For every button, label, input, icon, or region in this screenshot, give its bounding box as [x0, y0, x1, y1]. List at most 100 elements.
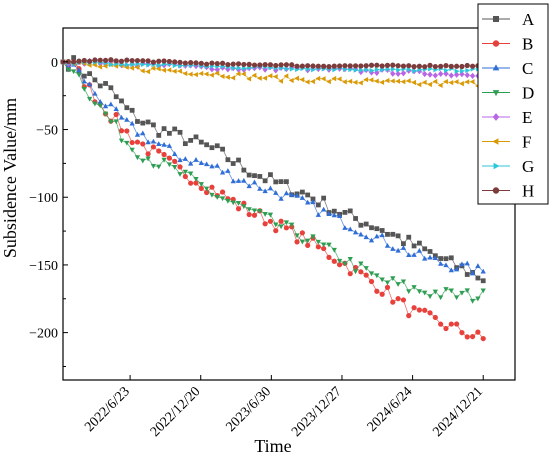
data-point: [76, 67, 82, 73]
data-point: [113, 119, 119, 125]
data-point: [150, 59, 157, 65]
data-point: [166, 67, 172, 73]
data-point: [81, 73, 87, 79]
data-point: [124, 62, 130, 68]
data-point: [299, 189, 305, 195]
data-point: [177, 172, 183, 177]
data-point: [203, 186, 210, 192]
data-point: [411, 285, 417, 290]
data-point: [422, 64, 428, 70]
data-point: [416, 82, 422, 88]
data-point: [214, 143, 220, 149]
data-point: [236, 157, 241, 163]
data-point: [294, 233, 300, 239]
data-point: [102, 103, 109, 109]
data-point: [278, 224, 284, 230]
y-tick-label: 0: [51, 56, 58, 71]
data-point: [262, 75, 268, 81]
data-point: [336, 262, 343, 268]
data-point: [172, 151, 178, 156]
data-point: [150, 138, 157, 144]
data-point: [475, 296, 481, 302]
data-point: [321, 245, 327, 252]
data-point: [464, 62, 470, 69]
data-point: [188, 60, 194, 66]
data-point: [384, 284, 391, 290]
data-point: [416, 247, 423, 253]
data-point: [177, 68, 182, 74]
data-point: [108, 57, 114, 63]
data-point: [278, 179, 284, 185]
legend-label: H: [522, 182, 534, 201]
data-point: [257, 185, 263, 191]
data-point: [182, 169, 188, 175]
data-point: [209, 192, 215, 198]
data-point: [231, 65, 237, 71]
data-point: [251, 179, 258, 185]
data-point: [156, 58, 162, 64]
data-point: [273, 222, 279, 228]
data-point: [256, 75, 262, 81]
data-point: [459, 81, 464, 87]
data-point: [71, 55, 77, 60]
data-point: [198, 160, 204, 165]
data-point: [219, 169, 226, 175]
data-point: [92, 62, 97, 68]
data-point: [235, 61, 242, 67]
data-point: [235, 206, 242, 212]
data-point: [469, 63, 476, 69]
data-point: [326, 79, 331, 85]
data-point: [438, 321, 444, 327]
data-point: [469, 72, 476, 79]
data-point: [284, 66, 290, 72]
data-point: [246, 207, 252, 213]
data-point: [193, 157, 199, 162]
data-point: [209, 72, 214, 78]
legend-item-B: B: [482, 35, 533, 54]
data-point: [427, 81, 432, 88]
data-point: [172, 165, 178, 170]
data-point: [129, 120, 135, 126]
data-point: [384, 280, 391, 286]
data-point: [97, 57, 103, 63]
data-point: [182, 70, 188, 77]
data-point: [92, 90, 98, 96]
data-point: [358, 269, 364, 275]
legend-label: C: [522, 59, 533, 78]
data-point: [283, 220, 290, 226]
data-point: [278, 62, 284, 68]
data-point: [342, 225, 348, 230]
data-point: [315, 63, 321, 69]
data-point: [140, 58, 146, 64]
data-point: [374, 67, 380, 73]
data-point: [448, 321, 454, 327]
data-point: [443, 262, 449, 268]
data-point: [129, 65, 135, 71]
data-point: [257, 208, 263, 214]
legend-marker: [492, 90, 500, 97]
legend-marker: [492, 40, 500, 47]
series-line-D: [62, 61, 484, 302]
series-C: [60, 58, 486, 276]
data-point: [193, 176, 199, 182]
data-point: [385, 66, 391, 72]
data-point: [480, 335, 486, 342]
data-point: [475, 329, 481, 335]
data-point: [368, 237, 375, 243]
data-point: [134, 64, 140, 70]
legend-item-H: H: [482, 182, 534, 201]
data-point: [427, 249, 433, 254]
data-point: [81, 87, 87, 92]
data-point: [369, 67, 375, 74]
data-point: [92, 77, 98, 83]
data-point: [198, 182, 204, 187]
data-point: [353, 216, 358, 221]
data-point: [358, 67, 364, 73]
data-point: [204, 142, 210, 148]
data-point: [326, 242, 332, 248]
data-point: [379, 291, 385, 297]
data-point: [448, 255, 454, 261]
data-point: [363, 221, 369, 227]
data-point: [438, 256, 444, 261]
